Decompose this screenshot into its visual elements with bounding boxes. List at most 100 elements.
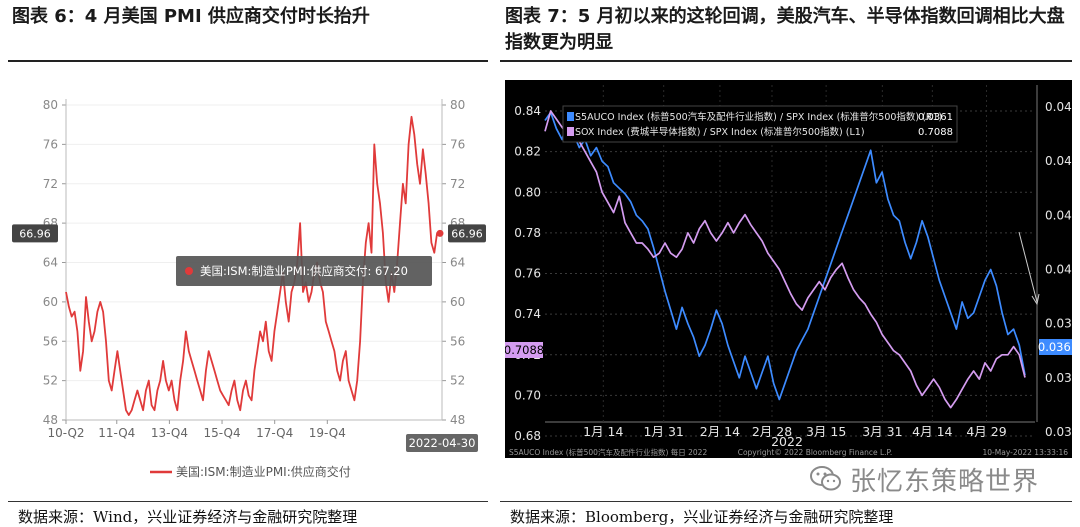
right-series — [544, 110, 1040, 409]
right-left-tick-label: 0.68 — [514, 429, 541, 443]
legend-label-blue: S5AUCO Index (标普500汽车及配件行业指数) / SPX Inde… — [575, 111, 942, 123]
left-ytick-label-right: 56 — [450, 334, 465, 348]
right-last-value-right-tag: 0.0361 — [1038, 339, 1078, 355]
right-left-tick-label: 0.74 — [514, 307, 541, 321]
footer-left: S5AUCO Index (标普500汽车及配件行业指数) 每日 2022 — [509, 447, 707, 457]
legend-box — [562, 105, 958, 143]
last-value-left: 0.7088 — [505, 343, 544, 357]
left-xtick-label: 15-Q4 — [203, 426, 240, 440]
last-value-tag-bg — [12, 224, 58, 243]
legend-label: 美国:ISM:制造业PMI:供应商交付 — [176, 464, 351, 479]
left-ytick-label: 64 — [43, 256, 58, 270]
right-left-tick-label: 0.80 — [514, 185, 541, 199]
trend-arrow — [1018, 231, 1038, 303]
footer-right: 10-May-2022 13:33:16 — [983, 448, 1069, 457]
right-left-tick-label: 0.82 — [514, 145, 541, 159]
last-value-right: 0.0361 — [1038, 340, 1072, 354]
right-left-tick-label: 0.70 — [514, 388, 541, 402]
right-source-rule — [500, 501, 1072, 502]
watermark-text: 张忆东策略世界 — [850, 466, 1040, 497]
legend-value-purple: 0.7088 — [918, 127, 953, 138]
pmi-last-point — [436, 229, 444, 237]
right-right-tick-label: 0.042 — [1045, 208, 1072, 222]
legend-swatch-blue — [567, 112, 574, 121]
left-ytick-label-right: 76 — [450, 137, 465, 151]
last-value-tag-bg — [505, 342, 543, 358]
right-legend: S5AUCO Index (标普500汽车及配件行业指数) / SPX Inde… — [562, 105, 958, 143]
left-ytick-label: 52 — [43, 374, 58, 388]
right-left-tick-label: 0.84 — [514, 104, 541, 118]
wechat-icon — [810, 466, 841, 491]
last-date-label: 2022-04-30 — [409, 436, 476, 450]
left-figure-heading: 图表 6：4 月美国 PMI 供应商交付时长抬升 — [12, 6, 370, 27]
right-xtick-label: 1月 31 — [644, 424, 684, 439]
left-ytick-label: 48 — [43, 413, 58, 427]
tooltip-text: 美国:ISM:制造业PMI:供应商交付: 67.20 — [200, 264, 408, 278]
right-left-tick-label: 0.78 — [514, 226, 541, 240]
right-source-note: 数据来源：Bloomberg，兴业证券经济与金融研究院整理 — [510, 508, 894, 526]
right-right-tick-label: 0.036 — [1045, 371, 1072, 385]
left-ytick-label-right: 64 — [450, 256, 465, 270]
right-figure-heading: 图表 7：5 月初以来的这轮回调，美股汽车、半导体指数回调相比大盘指数更为明显 — [505, 6, 1065, 53]
legend-swatch-purple — [567, 127, 574, 136]
left-ytick-label-right: 48 — [450, 413, 465, 427]
last-value-label: 66.96 — [19, 227, 51, 240]
left-xtick-label: 19-Q4 — [309, 426, 346, 440]
footer-mid: Copyright© 2022 Bloomberg Finance L.P. — [738, 448, 893, 457]
bloomberg-ratio-chart: 0.840.820.800.780.760.740.720.700.680.04… — [504, 80, 1079, 458]
left-ytick-label: 60 — [43, 295, 58, 309]
right-right-tick-label: 0.038 — [1045, 317, 1072, 331]
left-ytick-label: 56 — [43, 334, 58, 348]
tooltip-bg — [176, 256, 432, 286]
last-date-badge: 2022-04-30 — [406, 434, 478, 452]
right-last-value-left-tag: 0.7088 — [504, 342, 544, 358]
pmi-supplier-delivery-chart: 48 48 52 52 56 56 60 60 64 64 68 68 72 72 76 76 80 80 10-Q… — [10, 66, 488, 498]
right-heading-rule — [500, 60, 1072, 62]
left-last-value-tag-left: 66.96 — [12, 224, 58, 243]
left-ytick-label: 76 — [43, 137, 58, 151]
left-ytick-label: 80 — [43, 98, 58, 112]
left-xtick-label: 17-Q4 — [256, 426, 293, 440]
right-xtick-label: 2月 14 — [700, 424, 740, 439]
right-xtick-label: 2月 28 — [752, 424, 792, 439]
left-last-value-tag-right: 66.96 — [448, 224, 486, 243]
left-axes — [62, 99, 446, 424]
left-series — [65, 115, 444, 416]
left-ytick-label-right: 80 — [450, 98, 465, 112]
right-right-tick-label: 0.04 — [1045, 263, 1072, 277]
auto-ratio-line — [544, 111, 1026, 401]
tooltip: 美国:ISM:制造业PMI:供应商交付: 67.20 — [176, 256, 432, 286]
right-right-tick-label: 0.044 — [1045, 154, 1072, 168]
last-value-label: 66.96 — [451, 227, 483, 240]
right-xtick-label: 1月 14 — [583, 424, 623, 439]
ratio-chart-svg: 0.840.820.800.780.760.740.720.700.680.04… — [504, 85, 1079, 457]
left-ytick-label-right: 72 — [450, 177, 465, 191]
right-right-tick-label: 0.046 — [1045, 100, 1072, 114]
left-source-rule — [8, 501, 488, 502]
right-left-tick-label: 0.76 — [514, 267, 541, 281]
last-date-badge-bg — [406, 434, 478, 452]
semi-ratio-line — [544, 110, 1026, 409]
right-year-label: 2022 — [771, 434, 803, 449]
left-ytick-label-right: 52 — [450, 374, 465, 388]
left-xtick-label: 13-Q4 — [151, 426, 188, 440]
last-value-tag-bg — [448, 224, 486, 243]
left-source-note: 数据来源：Wind，兴业证券经济与金融研究院整理 — [18, 508, 358, 526]
left-ytick-label: 72 — [43, 177, 58, 191]
right-labels: 0.840.820.800.780.760.740.720.700.680.04… — [504, 100, 1079, 457]
left-heading-rule — [8, 60, 488, 62]
right-xtick-label: 4月 14 — [912, 424, 952, 439]
left-xtick-label: 11-Q4 — [98, 426, 135, 440]
right-xtick-label: 4月 29 — [966, 424, 1006, 439]
legend-value-blue: 0.0361 — [918, 112, 953, 123]
left-ytick-label-right: 60 — [450, 295, 465, 309]
left-legend: 美国:ISM:制造业PMI:供应商交付 — [150, 464, 351, 479]
watermark: 张忆东策略世界 — [810, 462, 1040, 497]
tooltip-dot — [185, 267, 193, 275]
legend-label-purple: SOX Index (费城半导体指数) / SPX Index (标准普尔500… — [575, 126, 865, 138]
last-value-tag-bg — [1039, 339, 1077, 355]
right-xtick-label: 3月 31 — [862, 424, 902, 439]
right-xtick-label: 3月 15 — [806, 424, 846, 439]
left-xtick-label: 10-Q2 — [47, 426, 84, 440]
